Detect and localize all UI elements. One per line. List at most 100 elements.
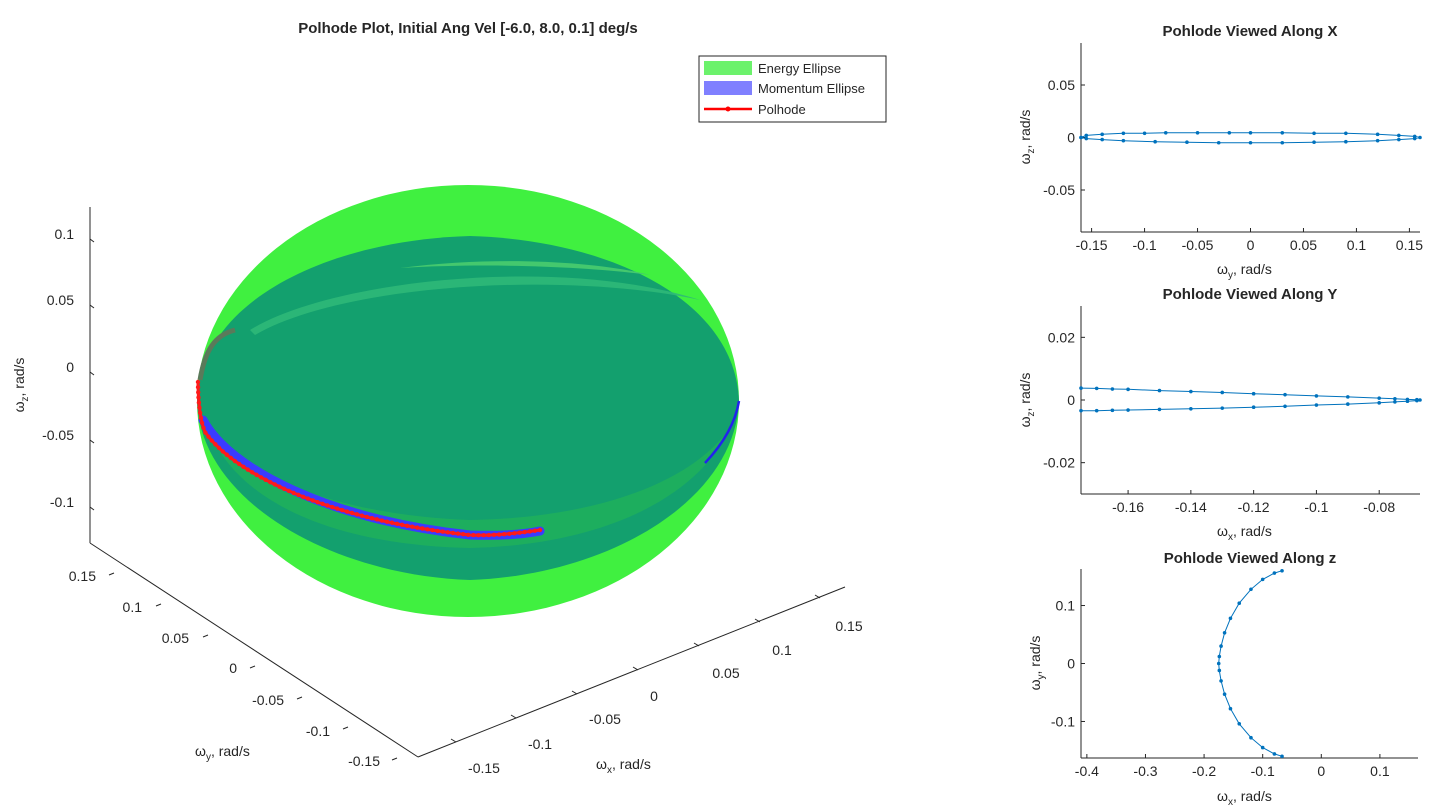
polhode-marker: [435, 528, 440, 534]
data-point: [1157, 407, 1162, 412]
data-point: [1260, 745, 1265, 750]
momentum-ellipsoid-band: [197, 236, 739, 580]
data-point: [1217, 668, 1222, 673]
polhode-marker: [517, 530, 522, 535]
x-axis-label: ωx, rad/s: [596, 756, 651, 776]
data-point: [1227, 130, 1232, 135]
polhode-marker: [507, 531, 512, 536]
data-point: [1377, 396, 1381, 400]
polhode-marker: [369, 515, 375, 521]
data-point: [1393, 396, 1397, 401]
legend-label-momentum: Momentum Ellipse: [758, 81, 865, 96]
polhode-marker: [199, 420, 205, 426]
data-point: [1084, 136, 1089, 141]
data-point: [1142, 131, 1147, 136]
polhode-marker: [300, 494, 306, 499]
y-tick-mark: [342, 726, 349, 730]
x-tick-label: -0.15: [468, 760, 500, 776]
subplot-z-yticks: 0.1 0 -0.1: [1051, 598, 1085, 729]
polhode-marker: [305, 496, 311, 501]
y-tick-mark: [391, 757, 398, 761]
polhode-marker: [532, 528, 538, 533]
polhode-marker: [394, 521, 400, 526]
x-tick-mark: [450, 738, 457, 743]
series-line: [1080, 132, 1421, 144]
data-point: [1397, 137, 1401, 142]
data-point: [1283, 404, 1287, 409]
data-point: [1110, 408, 1115, 413]
data-point: [1412, 136, 1417, 141]
data-point: [1312, 131, 1316, 136]
polhode-marker: [344, 509, 350, 514]
subplot-y-xlabel: ωx, rad/s: [1217, 523, 1272, 543]
data-point: [1220, 406, 1225, 410]
polhode-marker: [296, 492, 301, 498]
polhode-marker: [241, 464, 246, 470]
data-point: [1185, 140, 1189, 145]
subplot-y-xticks: -0.16 -0.14 -0.12 -0.1 -0.08: [1112, 490, 1395, 515]
polhode-marker: [195, 379, 201, 385]
data-point: [1375, 138, 1380, 143]
data-point: [1219, 644, 1223, 648]
z-tick-labels: 0.1 0.05 0 -0.05 -0.1: [42, 226, 74, 510]
data-point: [1280, 568, 1284, 573]
x-tick-label: 0.05: [712, 665, 739, 681]
y-tick-mark: [108, 572, 115, 576]
main-3d-plot: Polhode Plot, Initial Ang Vel [-6.0, 8.0…: [11, 20, 887, 776]
polhode-marker: [460, 532, 466, 537]
data-point: [1237, 721, 1242, 726]
z-tick-mark: [89, 238, 95, 243]
y-axis-line: [89, 542, 419, 758]
data-point: [1346, 402, 1350, 406]
x-tick-label: -0.4: [1075, 763, 1099, 779]
polhode-marker: [281, 486, 287, 492]
z-tick-mark: [89, 506, 95, 511]
data-point: [1249, 735, 1253, 740]
y-tick-label: -0.05: [252, 692, 284, 708]
polhode-marker: [277, 484, 282, 489]
x-tick-mark: [693, 642, 700, 647]
polhode-marker: [206, 434, 211, 439]
y-tick-mark: [155, 603, 162, 607]
data-point: [1415, 398, 1419, 403]
polhode-marker: [502, 532, 507, 537]
legend-label-polhode: Polhode: [758, 102, 806, 117]
polhode-marker: [450, 530, 456, 536]
polhode-marker: [286, 488, 292, 494]
data-point: [1079, 135, 1083, 140]
x-tick-labels: -0.15 -0.1 -0.05 0 0.05 0.1 0.15: [468, 618, 863, 776]
y-tick-label: 0.15: [69, 568, 96, 584]
y-tick-label: -0.05: [1043, 182, 1075, 198]
data-point: [1126, 408, 1130, 412]
data-point: [1377, 401, 1381, 405]
series-line: [1080, 387, 1421, 412]
data-point: [1219, 679, 1223, 683]
subplot-y-ylabel: ωz, rad/s: [1017, 373, 1037, 428]
data-point: [1220, 390, 1225, 395]
polhode-marker: [496, 532, 502, 537]
y-tick-label: 0.05: [162, 630, 189, 646]
x-tick-label: 0.15: [835, 618, 862, 634]
z-tick-label: -0.05: [42, 427, 74, 443]
polhode-marker: [263, 477, 268, 483]
polhode-marker: [399, 522, 405, 528]
x-tick-label: -0.1: [1251, 763, 1275, 779]
polhode-marker: [201, 425, 206, 431]
x-tick-label: 0.1: [1347, 237, 1367, 253]
y-tick-mark: [249, 665, 256, 669]
z-tick-mark: [89, 371, 95, 376]
x-tick-label: -0.15: [1076, 237, 1108, 253]
subplot-along-z: Pohlode Viewed Along z -0.4 -0.3 -0.2 -0.1 0…: [1027, 550, 1418, 808]
x-tick-mark: [754, 618, 761, 623]
data-point: [1153, 139, 1157, 144]
x-tick-label: 0.05: [1290, 237, 1317, 253]
data-point: [1100, 137, 1104, 142]
polhode-marker: [213, 442, 218, 447]
x-tick-label: -0.1: [1133, 237, 1157, 253]
polhode-marker: [527, 529, 533, 534]
z-tick-label: 0.05: [47, 292, 74, 308]
polhode-marker: [512, 531, 517, 536]
z-tick-mark: [89, 304, 95, 309]
legend-swatch-momentum: [704, 81, 752, 95]
x-tick-mark: [571, 690, 578, 695]
